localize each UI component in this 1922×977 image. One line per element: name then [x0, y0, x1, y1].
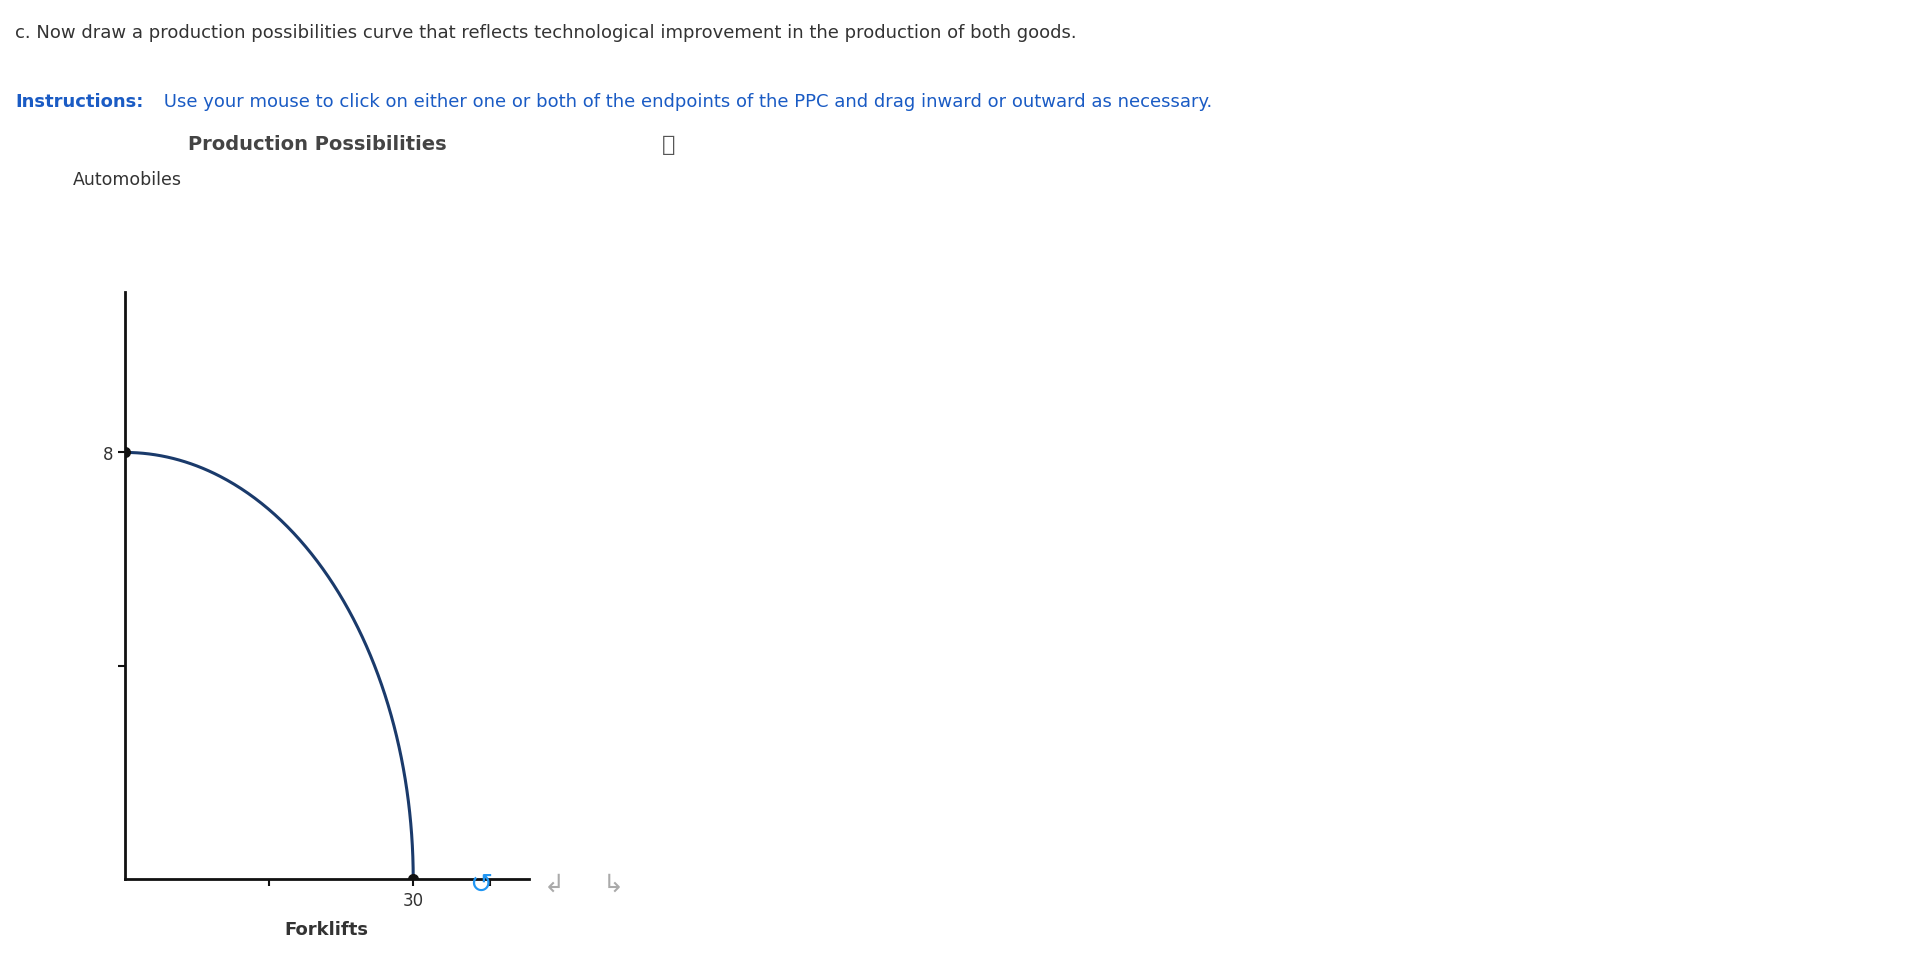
Text: ↲: ↲: [544, 872, 565, 896]
Text: Production Possibilities: Production Possibilities: [188, 135, 446, 153]
X-axis label: Forklifts: Forklifts: [284, 920, 369, 938]
Text: c. Now draw a production possibilities curve that reflects technological improve: c. Now draw a production possibilities c…: [15, 24, 1076, 42]
Text: ↺: ↺: [469, 871, 492, 898]
Text: Use your mouse to click on either one or both of the endpoints of the PPC and dr: Use your mouse to click on either one or…: [158, 93, 1213, 110]
Text: Automobiles: Automobiles: [73, 171, 183, 189]
Text: Instructions:: Instructions:: [15, 93, 144, 110]
Text: ⓘ: ⓘ: [663, 135, 675, 154]
Text: ↳: ↳: [604, 872, 625, 896]
